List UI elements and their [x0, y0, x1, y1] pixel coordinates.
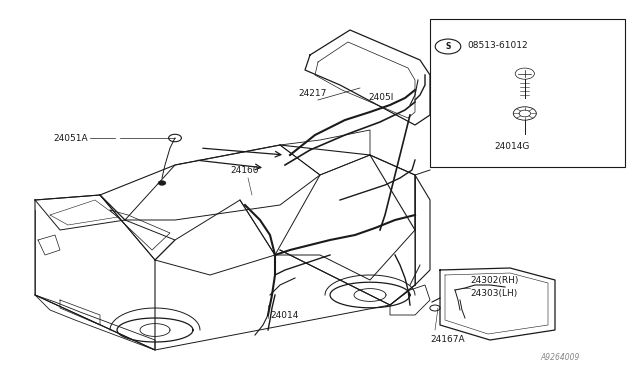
Circle shape	[158, 181, 166, 185]
Text: 24302(RH): 24302(RH)	[470, 276, 518, 285]
Text: 24160: 24160	[230, 166, 259, 175]
Text: 24014: 24014	[270, 311, 298, 320]
Text: 24217: 24217	[298, 89, 326, 98]
Bar	[430, 19, 625, 167]
Text: S: S	[445, 42, 451, 51]
Text: A9264009: A9264009	[541, 353, 580, 362]
Text: 24014G: 24014G	[494, 142, 529, 151]
Text: 08513-61012: 08513-61012	[467, 41, 528, 50]
Text: 24051A: 24051A	[53, 134, 88, 142]
Text: 24167A: 24167A	[430, 335, 465, 344]
Text: 2405l: 2405l	[368, 93, 394, 102]
Text: 24303(LH): 24303(LH)	[470, 289, 517, 298]
